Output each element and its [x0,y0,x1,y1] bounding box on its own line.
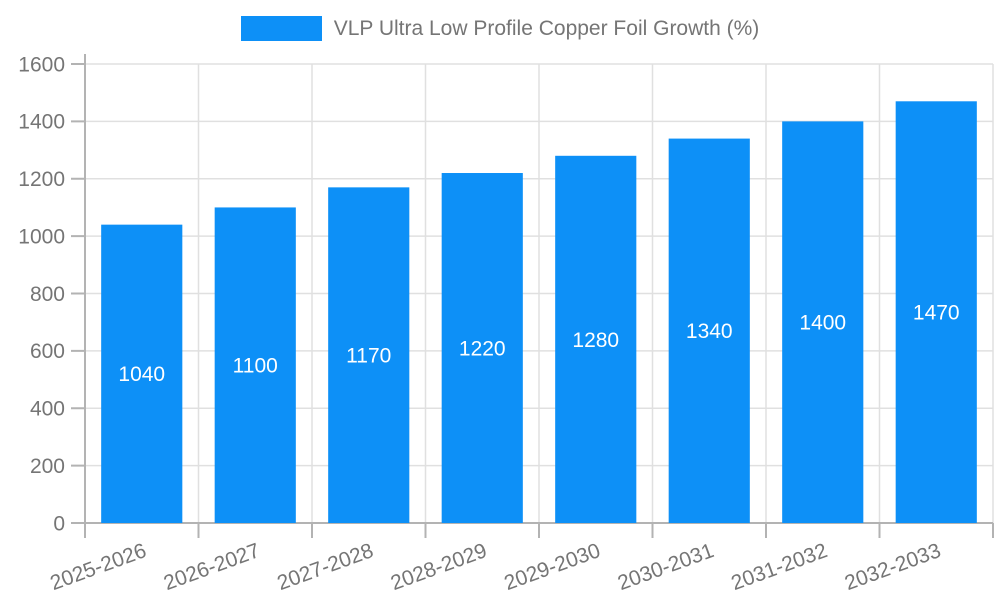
bar-value-label: 1400 [799,312,846,335]
x-axis-tick-label: 2030-2031 [615,539,717,595]
y-axis-tick-label: 200 [30,455,65,478]
bar-value-label: 1100 [233,355,278,378]
bar-value-label: 1340 [686,320,733,343]
bar[interactable] [782,121,864,523]
bar-value-label: 1220 [459,337,506,360]
x-axis-tick-label: 2027-2028 [274,539,376,595]
bar-value-label: 1280 [572,329,619,352]
y-axis-tick-label: 800 [30,283,65,306]
legend-swatch-icon [240,16,322,41]
x-axis-tick-label: 2032-2033 [842,539,944,595]
bar-value-label: 1170 [346,345,391,368]
y-axis-tick-label: 1200 [18,168,65,191]
y-axis-tick-label: 1400 [18,111,65,134]
bar[interactable] [441,173,523,523]
x-axis-tick-label: 2025-2026 [47,539,149,595]
bar[interactable] [668,138,750,523]
bar[interactable] [555,155,637,524]
x-axis-tick-label: 2031-2032 [728,539,830,595]
bar[interactable] [101,224,183,523]
bar[interactable] [895,101,977,523]
y-axis-tick-label: 600 [30,340,65,363]
y-axis-tick-label: 1600 [18,53,65,76]
bar-value-label: 1040 [118,363,165,386]
y-axis-tick-label: 1000 [18,225,65,248]
legend-label: VLP Ultra Low Profile Copper Foil Growth… [333,17,760,40]
legend[interactable]: VLP Ultra Low Profile Copper Foil Growth… [0,16,1000,41]
x-axis-tick-label: 2029-2030 [501,539,603,595]
bar[interactable] [214,207,296,523]
bar-value-label: 1470 [913,301,960,324]
x-axis-tick-label: 2028-2029 [388,539,490,595]
y-axis-tick-label: 0 [53,512,65,535]
y-axis-tick-label: 400 [30,398,65,421]
x-axis-tick-label: 2026-2027 [161,539,263,595]
bar[interactable] [328,187,410,523]
